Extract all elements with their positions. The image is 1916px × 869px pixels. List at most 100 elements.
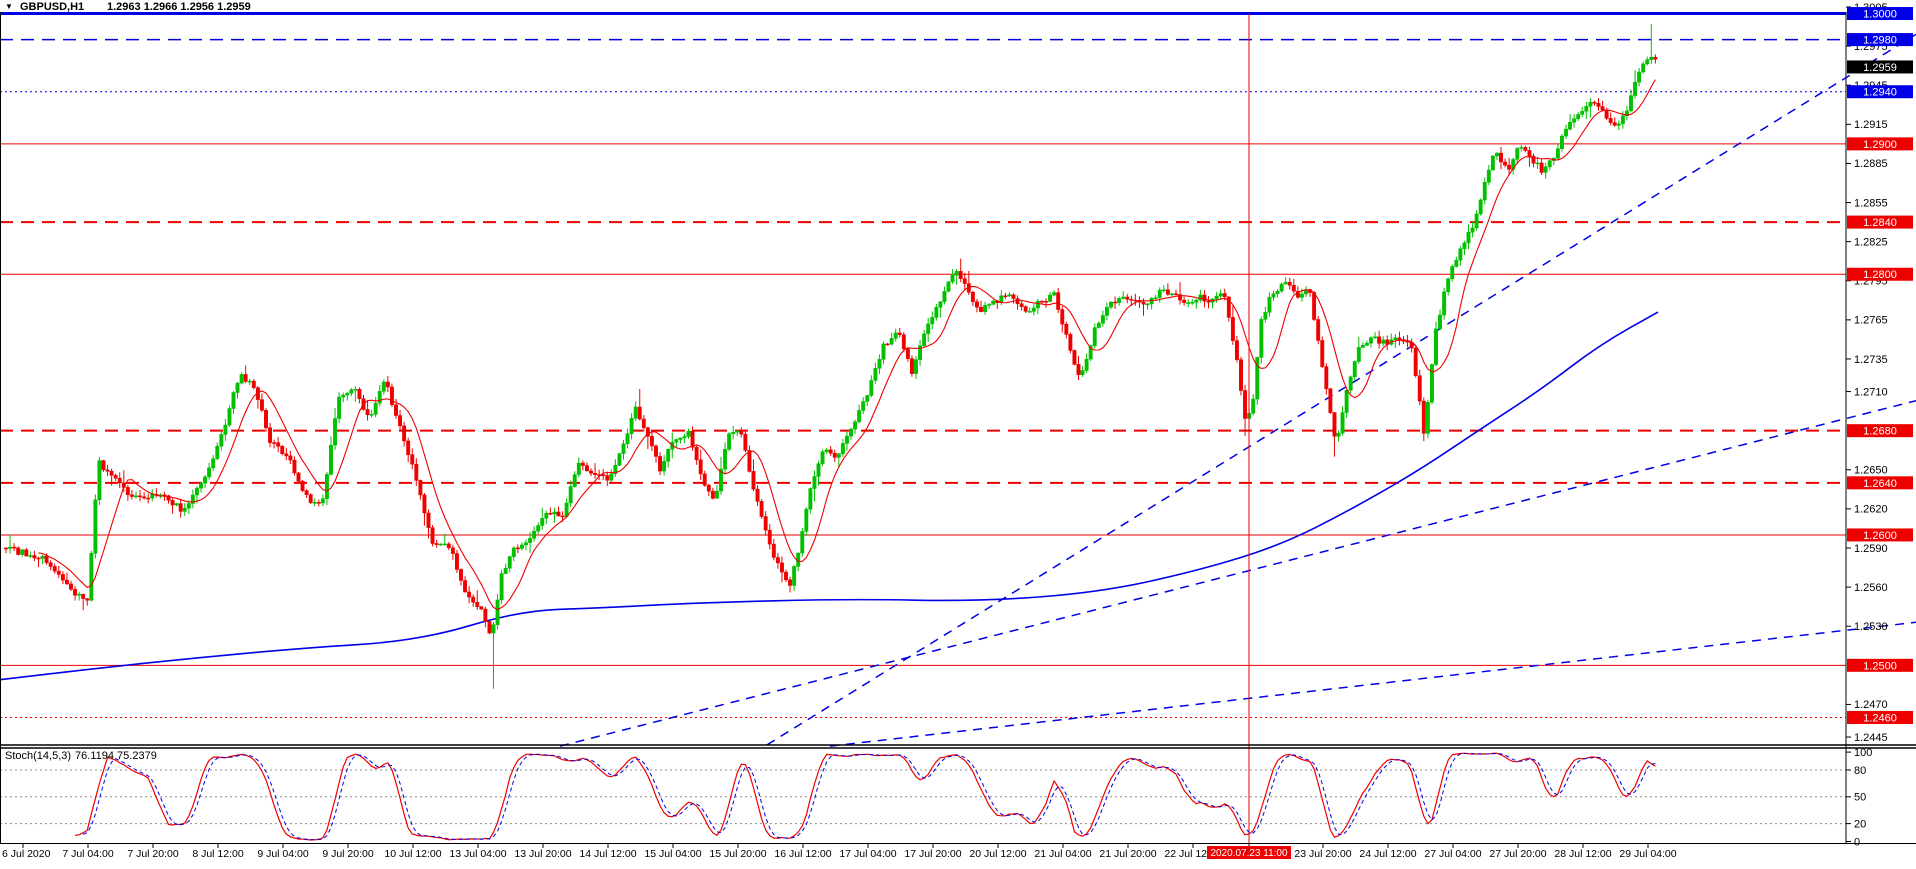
candle-body [1336,432,1341,437]
fast-moving-average [38,79,1656,611]
candle-body [109,470,114,476]
time-tick-label: 23 Jul 20:00 [1294,848,1351,860]
candle-body [979,307,983,312]
time-tick-label: 9 Jul 04:00 [257,848,309,860]
time-tick-label: 16 Jul 12:00 [774,848,831,860]
candle-body [16,547,21,555]
candle-body [528,538,533,543]
stoch-tick-label: 80 [1854,765,1866,777]
candle-body [1283,281,1288,285]
candle-body [820,451,825,464]
candle-body [1547,160,1552,168]
candle-body [1084,358,1089,371]
candle-body [1230,317,1235,341]
trendline-1 [766,33,1916,746]
price-tick-label: 1.2915 [1854,119,1888,131]
candle-body [199,483,203,489]
candle-body [1494,152,1499,157]
candle-body [1068,334,1073,351]
candle-body [377,391,382,404]
candle-body [186,503,191,509]
candle-body [81,593,86,599]
candle-body [544,512,549,519]
candle-body [24,549,29,557]
candle-body [552,511,557,515]
candle-body [682,436,687,439]
candle-body [1612,122,1617,126]
candle-body [138,495,143,498]
candle-body [731,431,736,435]
level-badge-1.2460-bg [1847,710,1913,724]
price-tick-label: 1.2735 [1854,354,1888,366]
candle-body [357,389,362,400]
candle-body [20,549,25,555]
candle-body [272,442,277,444]
price-tick-label: 1.2560 [1854,582,1888,594]
candle-body [1369,337,1373,344]
bid-price-badge: 1.2959 [1863,62,1897,74]
candle-body [649,436,654,447]
time-tick-label: 17 Jul 04:00 [839,848,896,860]
candle-body [1312,292,1317,320]
stochastic-indicator-label: Stoch(14,5,3) 76.1194 75.2379 [5,750,161,762]
candle-body [1604,109,1609,119]
candle-body [190,494,195,504]
candle-body [89,553,94,601]
candle-body [1332,412,1337,437]
candle-body [1035,300,1040,309]
candle-body [816,463,821,477]
candle-body [329,444,333,475]
candle-body [1486,169,1491,183]
candle-body [113,475,118,479]
price-axis[interactable]: 1.30051.29751.29451.29151.28851.28551.28… [1846,2,1913,849]
level-badge-1.2940-bg [1847,85,1913,99]
candle-body [1360,344,1365,348]
price-tick-label: 1.2855 [1854,197,1888,209]
candle-body [645,427,650,437]
candle-body [1267,296,1272,313]
candle-body [1523,147,1528,151]
candle-body [1064,323,1069,335]
candle-body [44,555,49,563]
candle-body [735,430,740,433]
candle-body [1507,164,1512,170]
candle-body [930,317,935,325]
candle-body [1275,290,1280,295]
candle-body [751,471,756,490]
candle-body [873,368,878,381]
trendline-3 [829,621,1916,747]
candle-body [1629,95,1633,112]
candle-body [1174,293,1178,296]
candle-body [125,487,130,496]
candle-body [341,394,346,398]
candle-body [885,343,890,346]
candle-body [771,543,776,558]
candle-body [507,556,512,569]
candle-body [1470,227,1475,233]
candle-body [698,459,703,475]
trendlines[interactable] [559,33,1916,747]
candle-body [430,527,435,544]
vline-time-badge-bg [1207,846,1291,859]
candle-body [235,382,240,393]
symbol-dropdown-icon[interactable]: ▼ [5,2,13,11]
time-axis[interactable]: 6 Jul 2020 7 Jul 04:00 7 Jul 20:00 8 Jul 12… [2,843,1677,861]
candle-body [1373,336,1378,339]
candle-body [836,453,841,458]
candle-body [369,414,374,416]
candle-body [215,445,220,459]
candle-body [373,402,378,415]
candle-body [1316,319,1321,341]
candle-body [1052,292,1057,296]
candle-body [1608,118,1613,123]
candle-body [422,494,427,514]
candle-body [268,427,273,443]
candle-body [763,516,768,531]
candle-body [800,531,805,554]
candle-body [589,470,593,474]
candle-body [1076,364,1081,375]
candle-body [243,374,248,382]
candle-body [934,307,939,318]
candle-body [1527,150,1532,157]
